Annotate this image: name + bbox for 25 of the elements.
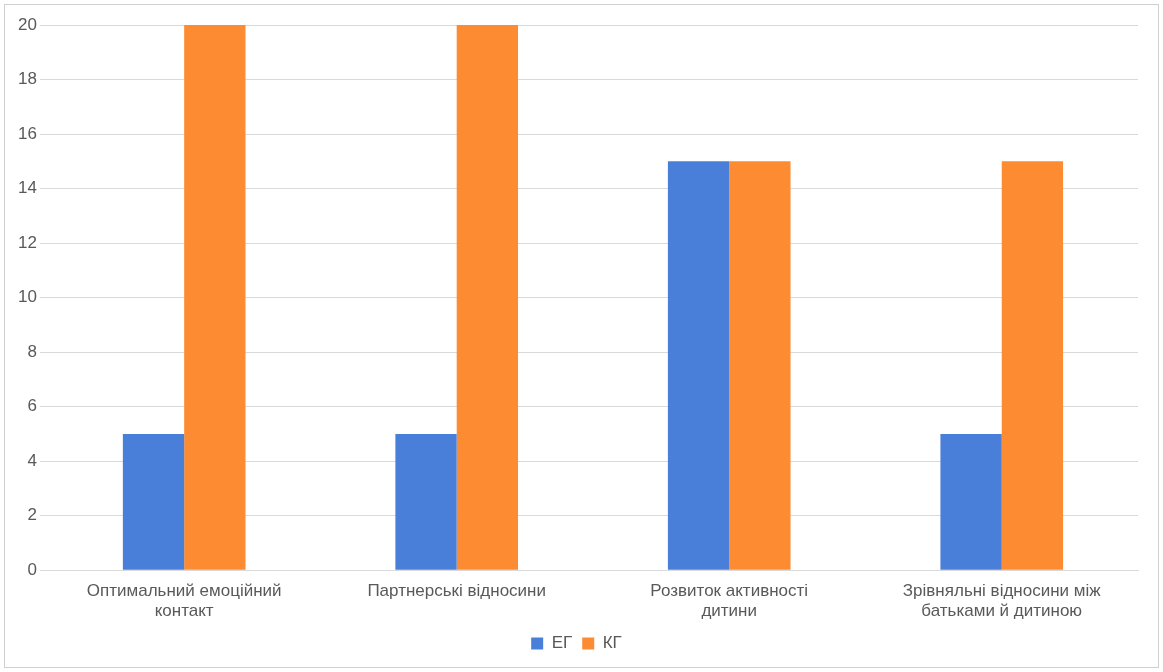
x-tick-label: Розвиток активності дитини (650, 581, 809, 621)
legend-label: ЕГ (551, 633, 573, 653)
y-tick-label: 0 (27, 559, 37, 579)
y-tick-label: 2 (27, 505, 37, 525)
bar (395, 433, 457, 570)
y-tick-label: 14 (17, 178, 37, 198)
bar (729, 161, 791, 570)
y-tick-label: 8 (27, 341, 37, 361)
bar (940, 433, 1002, 570)
bar (122, 433, 185, 570)
x-tick-label: Партнерські відносини (367, 581, 546, 601)
bar (1001, 161, 1064, 570)
bar (667, 161, 730, 570)
y-tick-label: 10 (17, 287, 37, 307)
y-tick-label: 4 (27, 450, 37, 470)
y-tick-label: 6 (27, 396, 37, 416)
y-tick-label: 12 (17, 232, 37, 252)
x-tick-label: Зрівняльні відносини між батьками й дитиною (902, 581, 1102, 621)
y-tick-label: 18 (17, 69, 37, 89)
y-tick-label: 16 (17, 123, 37, 143)
legend-label: КГ (602, 633, 622, 653)
bar (184, 25, 246, 570)
bar (456, 25, 519, 570)
y-tick-label: 20 (17, 14, 37, 34)
x-tick-label: Оптимальний емоційний контакт (86, 581, 282, 621)
